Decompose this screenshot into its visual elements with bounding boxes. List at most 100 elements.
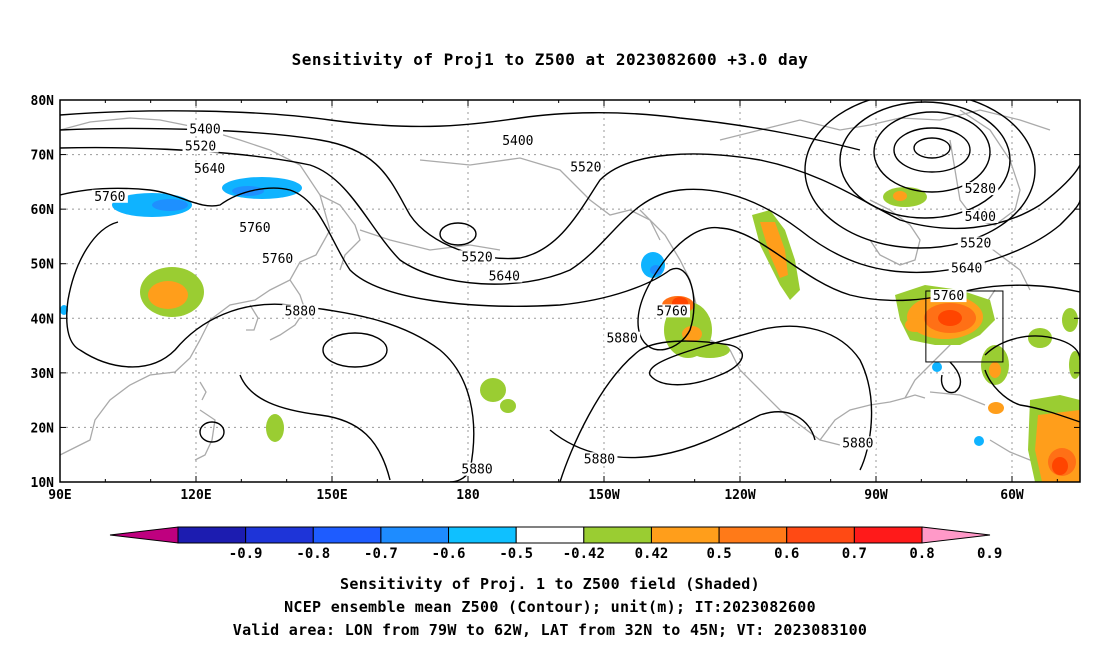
- contour-label: 5760: [933, 289, 964, 304]
- contour-label: 5880: [584, 452, 615, 467]
- contour-label: 5520: [570, 160, 601, 175]
- pos-shade: [938, 310, 962, 326]
- contour-5520-ring: [839, 101, 1011, 219]
- contour-5280: [893, 127, 971, 173]
- lat-label: 70N: [31, 149, 55, 164]
- contour-label-bg: [182, 139, 219, 153]
- contour-label: 5280: [965, 182, 996, 197]
- longitude-labels: 90E 120E 150E 180 150W 120W 90W 60W: [48, 488, 1024, 503]
- contour-label: 5520: [185, 140, 216, 155]
- neg-shade: [60, 305, 68, 315]
- caption-shaded: Sensitivity of Proj. 1 to Z500 field (Sh…: [340, 575, 760, 593]
- colorbar-swatch: [380, 526, 450, 544]
- colorbar-swatch: [177, 526, 247, 544]
- contour-small: [199, 421, 225, 443]
- contour-5760-loop: [66, 221, 119, 351]
- latitude-labels: 80N 70N 60N 50N 40N 30N 20N 10N: [31, 94, 55, 491]
- greenland-coastline: [949, 109, 1021, 226]
- contour-5880-east: [984, 335, 1080, 361]
- kamchatka-coastline: [319, 194, 361, 271]
- contour-low: [439, 222, 477, 246]
- lon-label: 90E: [48, 488, 71, 503]
- colorbar-swatch: [718, 526, 788, 544]
- pos-shade: [905, 318, 925, 332]
- contour-label: 5400: [189, 123, 220, 138]
- lat-label: 50N: [31, 258, 55, 273]
- colorbar-arrow-right: [921, 526, 991, 544]
- contour-label: 5520: [461, 250, 492, 265]
- lon-label: 120E: [180, 488, 211, 503]
- colorbar-label: -0.7: [364, 546, 398, 562]
- pos-shade: [893, 191, 907, 201]
- lon-label: 150E: [316, 488, 347, 503]
- neg-shade: [222, 177, 302, 199]
- contour-label-bg: [930, 289, 967, 303]
- colorbar-swatch: [853, 526, 923, 544]
- contour-label-bg: [604, 331, 641, 345]
- neg-shade: [974, 436, 984, 446]
- contour-5880: [79, 303, 475, 482]
- contour-5760: [60, 187, 1080, 351]
- contour-label: 5400: [965, 210, 996, 225]
- pos-shade: [1069, 351, 1080, 379]
- colorbar-label: 0.7: [842, 546, 867, 562]
- contour-label-bg: [581, 452, 618, 466]
- colorbar-arrow-left: [109, 526, 179, 544]
- lat-label: 80N: [31, 94, 55, 109]
- korea-coastline: [246, 304, 259, 331]
- japan-coastline: [269, 279, 306, 341]
- colorbar-label: -0.6: [432, 546, 466, 562]
- pos-shade: [500, 399, 516, 413]
- contour-label-bg: [236, 220, 273, 234]
- contour-label: 5760: [94, 190, 125, 205]
- contour-5880-west: [239, 374, 391, 481]
- pos-shade: [760, 222, 788, 278]
- contour-label-bg: [499, 134, 536, 148]
- contour-labels: 5400 5520 5640 5760 5760 5760 5880 5400 5520 5520…: [91, 122, 999, 478]
- contour-inner: [913, 137, 951, 159]
- contour-label: 5640: [489, 269, 520, 284]
- colorbar-label: 0.9: [977, 546, 1002, 562]
- pos-shade: [148, 281, 188, 309]
- lon-label: 90W: [864, 488, 888, 503]
- contour-label-bg: [839, 436, 876, 450]
- florida-coastline: [904, 359, 936, 399]
- contour-label: 5760: [656, 304, 687, 319]
- pos-shade: [690, 342, 730, 358]
- contour-label-bg: [962, 209, 999, 223]
- contour-5880-b: [559, 325, 873, 482]
- negative-sensitivity: [60, 177, 984, 446]
- gridlines: [60, 100, 1080, 482]
- contour-label: 5520: [960, 237, 991, 252]
- contour-label: 5880: [461, 463, 492, 478]
- canada-arctic-coastline: [719, 109, 1051, 141]
- contour-label: 5760: [262, 252, 293, 267]
- contour-5880-c: [549, 411, 816, 459]
- contour-label-bg: [962, 182, 999, 196]
- colorbar-label: 0.5: [706, 546, 731, 562]
- lon-label: 60W: [1000, 488, 1024, 503]
- contour-label: 5400: [502, 134, 533, 149]
- pos-shade: [266, 414, 284, 442]
- contour-label: 5760: [239, 221, 270, 236]
- pos-shade: [989, 362, 1001, 378]
- contour-label-bg: [259, 251, 296, 265]
- contour-5880-atlantic: [940, 361, 962, 394]
- colorbar-swatch: [786, 526, 855, 544]
- contour-label-bg: [459, 250, 496, 264]
- colorbar: [109, 526, 991, 544]
- tick-marks: [59, 99, 1080, 483]
- colorbar-label: -0.9: [229, 546, 263, 562]
- contour-label-bg: [282, 304, 319, 318]
- lon-label: 120W: [724, 488, 755, 503]
- colorbar-swatch: [650, 526, 720, 544]
- lat-label: 60N: [31, 203, 55, 218]
- pos-shade: [682, 326, 702, 342]
- contour-label-bg: [948, 261, 985, 275]
- contour-5640-ring: [804, 100, 1036, 249]
- contour-label-bg: [187, 122, 224, 136]
- contour-label: 5880: [842, 436, 873, 451]
- lat-label: 40N: [31, 312, 55, 327]
- contour-5880-sa: [984, 369, 1080, 423]
